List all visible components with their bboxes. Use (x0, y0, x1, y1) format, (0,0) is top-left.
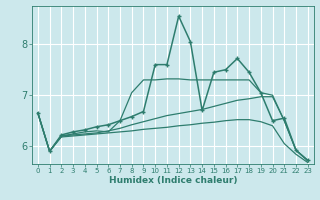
X-axis label: Humidex (Indice chaleur): Humidex (Indice chaleur) (108, 176, 237, 185)
